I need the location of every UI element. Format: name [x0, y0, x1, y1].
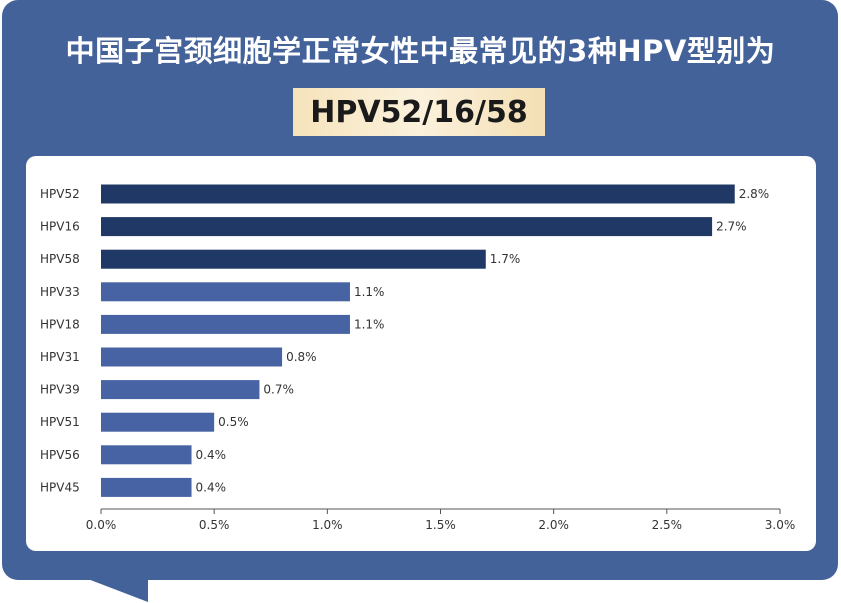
- data-label: 1.7%: [490, 252, 521, 266]
- x-tick-label: 3.0%: [765, 518, 796, 532]
- speech-bubble-tail: [80, 576, 148, 602]
- bar-hpv52: [101, 184, 735, 204]
- category-label: HPV39: [40, 383, 80, 397]
- data-label: 0.8%: [286, 350, 317, 364]
- bar-hpv56: [101, 445, 192, 465]
- category-label: HPV56: [40, 448, 80, 462]
- data-label: 1.1%: [354, 285, 385, 299]
- category-label: HPV16: [40, 220, 80, 234]
- bar-hpv18: [101, 314, 350, 334]
- headline: 中国子宫颈细胞学正常女性中最常见的3种HPV型别为: [65, 34, 776, 68]
- category-label: HPV33: [40, 285, 80, 299]
- bar-chart: HPV52 2.8% HPV16 2.7% HPV58 1.7% HPV33 1.1% HPV1…: [40, 184, 796, 532]
- x-tick-label: 2.0%: [538, 518, 569, 532]
- x-tick-label: 0.5%: [199, 518, 230, 532]
- data-label: 1.1%: [354, 317, 385, 331]
- bar-hpv33: [101, 282, 350, 302]
- bar-hpv58: [101, 249, 486, 269]
- data-label: 0.4%: [196, 448, 227, 462]
- category-label: HPV31: [40, 350, 80, 364]
- chart-panel: HPV52 2.8% HPV16 2.7% HPV58 1.7% HPV33 1.1% HPV1…: [26, 156, 816, 551]
- x-tick-label: 1.0%: [312, 518, 343, 532]
- data-label: 0.7%: [263, 383, 294, 397]
- category-label: HPV18: [40, 317, 80, 331]
- data-label: 2.7%: [716, 220, 747, 234]
- bar-hpv39: [101, 380, 260, 400]
- x-tick-label: 2.5%: [652, 518, 683, 532]
- x-tick-label: 1.5%: [425, 518, 456, 532]
- bar-hpv16: [101, 217, 713, 237]
- bar-hpv31: [101, 347, 283, 367]
- x-tick-label: 0.0%: [86, 518, 117, 532]
- data-label: 0.5%: [218, 415, 249, 429]
- bar-hpv45: [101, 477, 192, 497]
- bar-hpv51: [101, 412, 215, 432]
- highlight-box: HPV52/16/58: [293, 88, 545, 136]
- data-label: 0.4%: [196, 480, 227, 494]
- category-label: HPV51: [40, 415, 80, 429]
- data-label: 2.8%: [739, 187, 770, 201]
- category-label: HPV58: [40, 252, 80, 266]
- category-label: HPV52: [40, 187, 80, 201]
- category-label: HPV45: [40, 480, 80, 494]
